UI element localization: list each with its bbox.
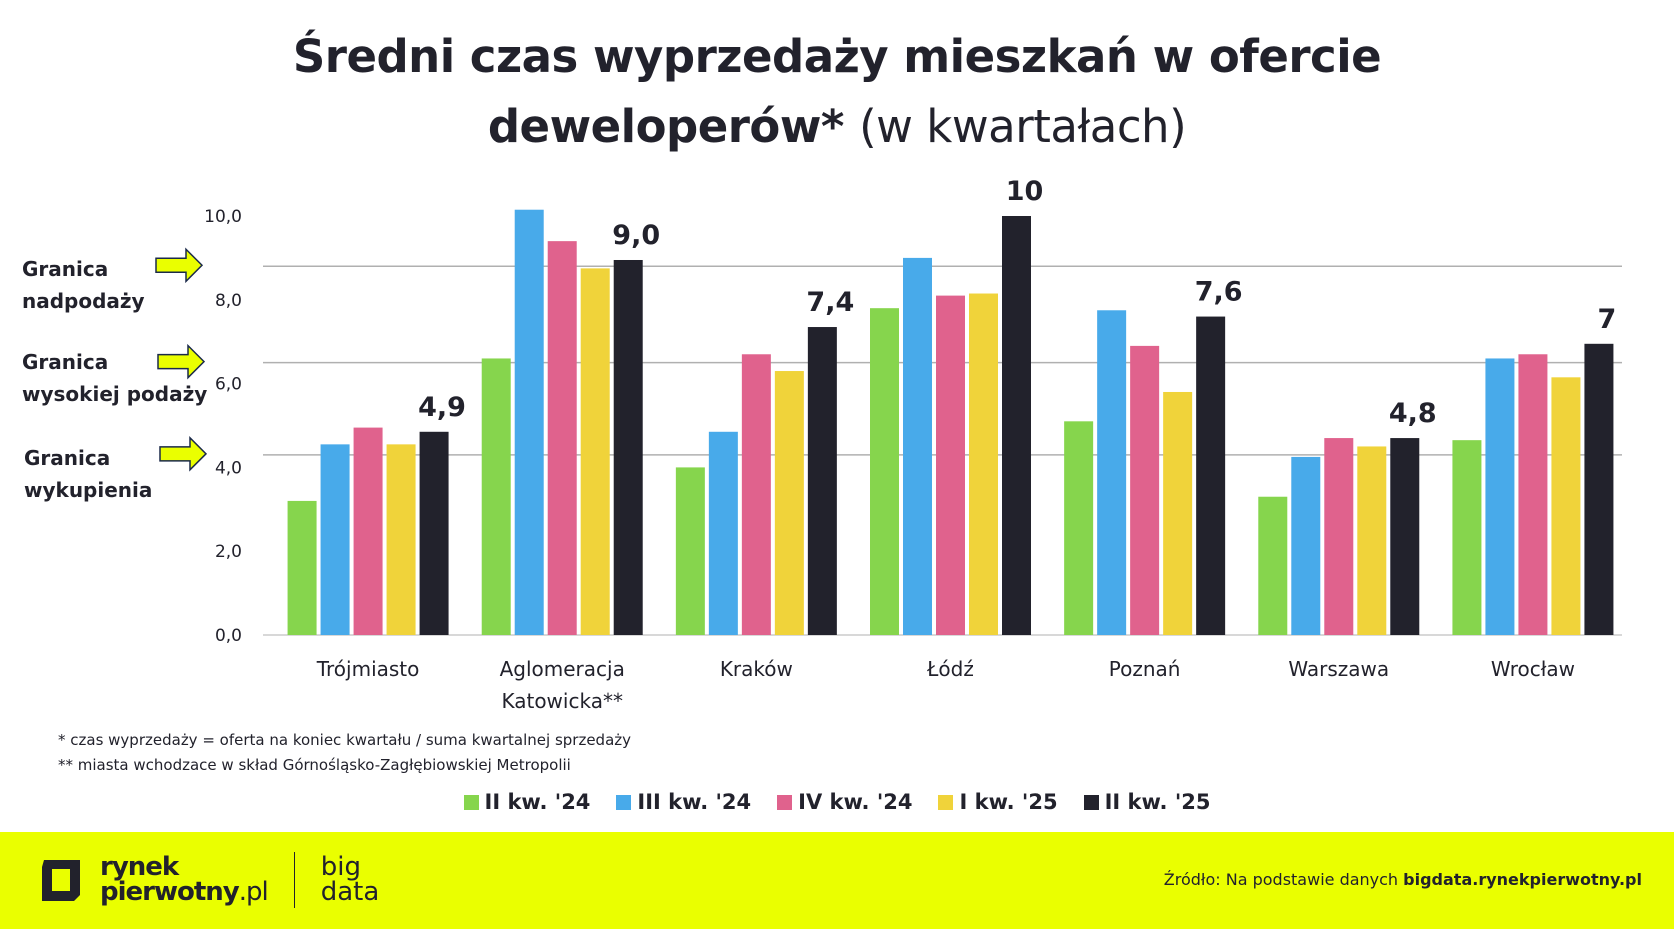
logo-mark-icon	[42, 860, 80, 901]
bar	[1064, 421, 1094, 635]
bar	[1097, 310, 1127, 635]
legend-label: III kw. '24	[637, 790, 752, 814]
logo-divider	[293, 852, 295, 908]
legend-item: II kw. '24	[463, 790, 591, 814]
data-label: 7,4	[806, 287, 854, 318]
bar	[936, 295, 965, 635]
bar-chart: 0,0 2,0 4,0 6,0 8,0 10,0 4,9 Trójmiasto 9,0 Aglom…	[155, 176, 1622, 713]
bar	[481, 358, 511, 635]
legend-swatch	[616, 794, 632, 810]
legend-item: II kw. '25	[1083, 790, 1211, 814]
data-label: 9,0	[612, 220, 660, 251]
bar	[1584, 343, 1614, 635]
bar	[870, 308, 899, 635]
arrow-right-icon	[159, 436, 208, 472]
bar	[547, 241, 577, 635]
x-tick-label: Trójmiasto	[316, 657, 420, 681]
bar	[741, 354, 771, 635]
bar	[903, 257, 932, 635]
bar	[1518, 354, 1548, 635]
x-tick-label: Kraków	[720, 657, 793, 681]
bar	[1357, 446, 1387, 635]
x-tick-label: Łódź	[926, 657, 974, 681]
bar	[1130, 345, 1160, 635]
bar	[1163, 391, 1193, 635]
source-text: Źródło: Na podstawie danych bigdata.ryne…	[1163, 870, 1642, 889]
bar	[353, 427, 383, 635]
bar	[320, 444, 350, 635]
y-tick-label: 4,0	[215, 458, 242, 478]
legend-swatch	[463, 794, 479, 810]
legend-item: IV kw. '24	[777, 790, 912, 814]
data-label: 4,9	[418, 392, 466, 423]
bar	[708, 431, 738, 635]
legend-item: I kw. '25	[938, 790, 1058, 814]
x-tick-label: Katowicka**	[501, 689, 623, 713]
y-tick-label: 6,0	[215, 375, 242, 395]
legend-label: II kw. '25	[1104, 790, 1211, 814]
bar	[1324, 438, 1354, 635]
bar	[1258, 496, 1288, 635]
x-tick-label: Warszawa	[1288, 657, 1389, 681]
footnote-2: ** miasta wchodzace w skład Górnośląsko-…	[58, 756, 571, 774]
title-unit: (w kwartałach)	[859, 100, 1187, 153]
footnote-1: * czas wyprzedaży = oferta na koniec kwa…	[58, 731, 632, 749]
legend-swatch	[938, 794, 954, 810]
bar	[613, 259, 643, 635]
legend-label: I kw. '25	[959, 790, 1058, 814]
band-label-buyout: Granica wykupienia	[24, 446, 153, 502]
data-label: 7,6	[1195, 277, 1243, 308]
title-line-1: Średni czas wyprzedaży mieszkań w oferci…	[292, 30, 1382, 83]
bar	[514, 209, 544, 635]
y-tick-label: 2,0	[215, 542, 242, 562]
bar	[807, 327, 837, 635]
bar	[675, 467, 705, 635]
legend-item: III kw. '24	[616, 790, 751, 814]
legend-swatch	[1083, 794, 1099, 810]
legend-label: II kw. '24	[484, 790, 591, 814]
band-label-oversupply: Granica nadpodaży	[22, 257, 145, 313]
x-tick-label: Aglomeracja	[500, 657, 625, 681]
arrow-right-icon	[157, 343, 206, 380]
band-label-high-supply: Granica wysokiej podaży	[22, 350, 208, 406]
bar	[1390, 438, 1420, 635]
logo: rynek pierwotny.pl big data	[40, 852, 379, 908]
bar	[1196, 316, 1226, 635]
legend-swatch	[777, 794, 793, 810]
legend: II kw. '24 III kw. '24 IV kw. '24 I kw. '25…	[0, 790, 1674, 814]
bar	[287, 500, 317, 635]
footnotes: * czas wyprzedaży = oferta na koniec kwa…	[58, 728, 631, 778]
bar	[386, 444, 416, 635]
y-tick-label: 8,0	[215, 291, 242, 311]
bar	[1551, 377, 1581, 635]
bar	[1452, 440, 1482, 635]
data-label: 4,8	[1389, 398, 1437, 429]
logo-text: rynek pierwotny.pl	[100, 852, 269, 907]
arrow-right-icon	[155, 247, 204, 284]
bar	[1291, 456, 1321, 635]
y-tick-label: 0,0	[215, 626, 242, 646]
data-label: 10	[1006, 176, 1044, 207]
bar	[580, 268, 610, 635]
bar	[1485, 358, 1515, 635]
bar	[419, 431, 449, 635]
bar	[1002, 216, 1031, 635]
bar	[969, 293, 998, 635]
y-tick-label: 10,0	[204, 207, 242, 227]
chart-title: Średni czas wyprzedaży mieszkań w oferci…	[0, 22, 1674, 162]
source-link[interactable]: bigdata.rynekpierwotny.pl	[1403, 870, 1642, 889]
data-label: 7	[1598, 304, 1617, 335]
bar	[774, 371, 804, 635]
title-line-2: deweloperów*	[487, 100, 845, 153]
x-tick-label: Wrocław	[1491, 657, 1575, 681]
x-tick-label: Poznań	[1109, 657, 1181, 681]
bigdata-logo: big data	[320, 852, 380, 907]
footer: rynek pierwotny.pl big data Źródło: Na po…	[0, 832, 1674, 929]
legend-label: IV kw. '24	[798, 790, 913, 814]
